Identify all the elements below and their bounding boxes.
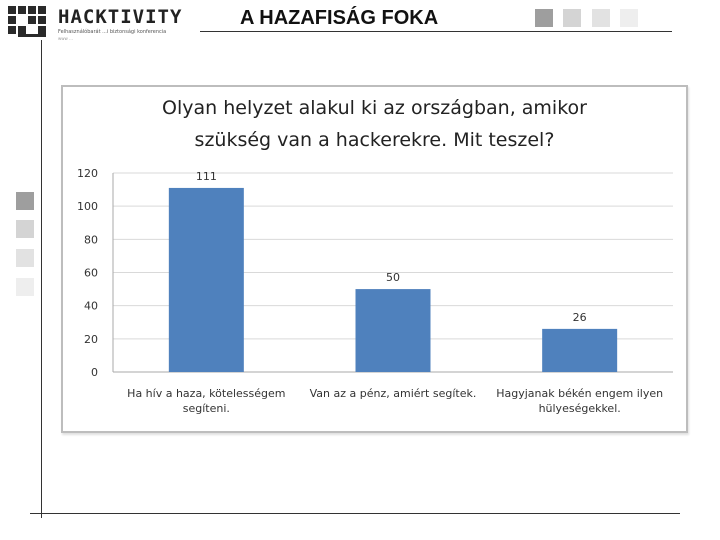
chart-title-line-1: Olyan helyzet alakul ki az országban, am… (162, 97, 587, 119)
title-underline (200, 31, 672, 32)
deco-square-top-4 (620, 9, 638, 27)
logo-grid-icon (8, 6, 46, 40)
logo-subtitle: Felhasználóbarát ...i biztonsági konfere… (58, 29, 167, 35)
left-rule (41, 40, 42, 518)
y-tick-label: 80 (84, 233, 98, 246)
bottom-rule (30, 513, 680, 514)
bar-chart: 0 20 40 60 80 100 120 111 Ha hív a haza, köteles… (77, 167, 673, 415)
x-tick-label: segíteni. (183, 402, 230, 415)
y-tick-label: 100 (77, 200, 98, 213)
deco-square-top-3 (592, 9, 610, 27)
deco-square-left-4 (16, 278, 34, 296)
bar (542, 328, 618, 372)
deco-square-top-1 (535, 9, 553, 27)
bar (355, 289, 431, 372)
data-label: 111 (196, 170, 217, 183)
logo-text: HACKTIVITY (58, 6, 183, 28)
x-tick-label: hülyeségekkel. (539, 402, 621, 415)
chart-frame: Olyan helyzet alakul ki az országban, am… (61, 85, 688, 433)
chart-title-line-2: szükség van a hackerekre. Mit teszel? (194, 129, 555, 151)
deco-square-top-2 (563, 9, 581, 27)
page-title: A HAZAFISÁG FOKA (240, 7, 439, 29)
y-tick-label: 20 (84, 333, 98, 346)
deco-square-left-3 (16, 249, 34, 267)
hacktivity-logo: HACKTIVITY Felhasználóbarát ...i biztons… (8, 6, 198, 42)
data-label: 26 (573, 311, 587, 324)
x-tick-label: Van az a pénz, amiért segítek. (310, 387, 477, 400)
y-tick-label: 120 (77, 167, 98, 180)
deco-square-left-2 (16, 220, 34, 238)
y-tick-label: 0 (91, 366, 98, 379)
data-label: 50 (386, 271, 400, 284)
y-tick-label: 40 (84, 300, 98, 313)
logo-subtitle-2: www ... (58, 36, 73, 41)
deco-square-left-1 (16, 192, 34, 210)
bar (168, 187, 244, 372)
x-tick-label: Hagyjanak békén engem ilyen (496, 387, 663, 400)
x-tick-label: Ha hív a haza, kötelességem (127, 387, 285, 400)
y-tick-label: 60 (84, 267, 98, 280)
